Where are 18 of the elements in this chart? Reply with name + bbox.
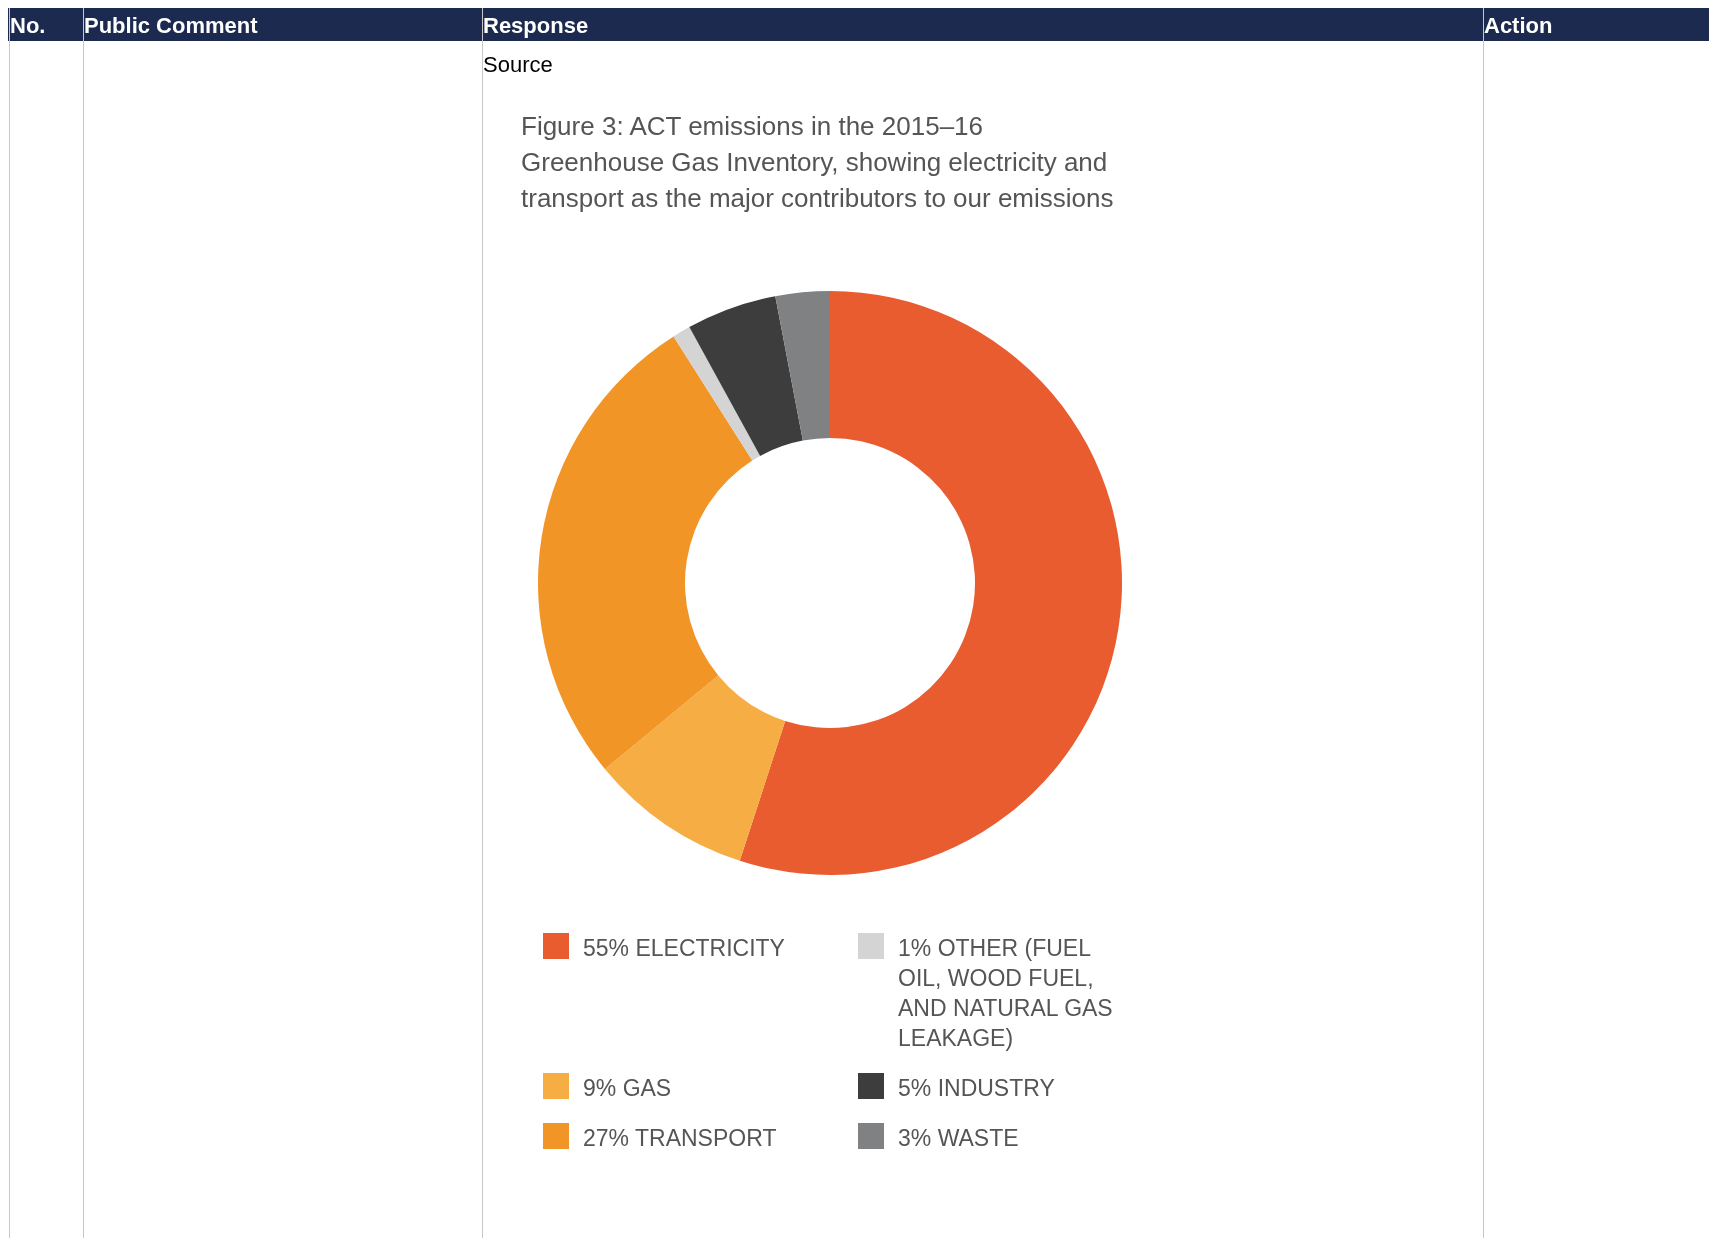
donut-slice xyxy=(689,296,803,456)
legend-label: 9% GAS xyxy=(583,1074,673,1103)
text: No. xyxy=(10,13,46,39)
donut-slice xyxy=(538,336,753,770)
legend-label: 27% TRANSPORT xyxy=(583,1124,778,1153)
legend-label: 55% ELECTRICITY xyxy=(583,934,786,963)
chart-title: Figure 3: ACT emissions in the 2015–16 Greenhouse Gas Inventory, showing electricity and transport as the major contributors to our emissions xyxy=(521,110,1115,215)
text: Action xyxy=(1484,13,1553,39)
text: Source xyxy=(483,52,553,78)
legend-label: 1% OTHER (FUEL OIL, WOOD FUEL, AND NATURAL GAS LEAKAGE) xyxy=(898,934,1114,1053)
legend-label: 5% INDUSTRY xyxy=(898,1074,1056,1103)
text: Public Comment xyxy=(84,13,258,39)
donut-slice xyxy=(775,291,830,441)
donut-slice xyxy=(673,327,761,461)
legend-label: 3% WASTE xyxy=(898,1124,1020,1153)
donut-slice xyxy=(605,675,786,861)
text: Response xyxy=(483,13,589,39)
donut-slice xyxy=(739,291,1122,875)
